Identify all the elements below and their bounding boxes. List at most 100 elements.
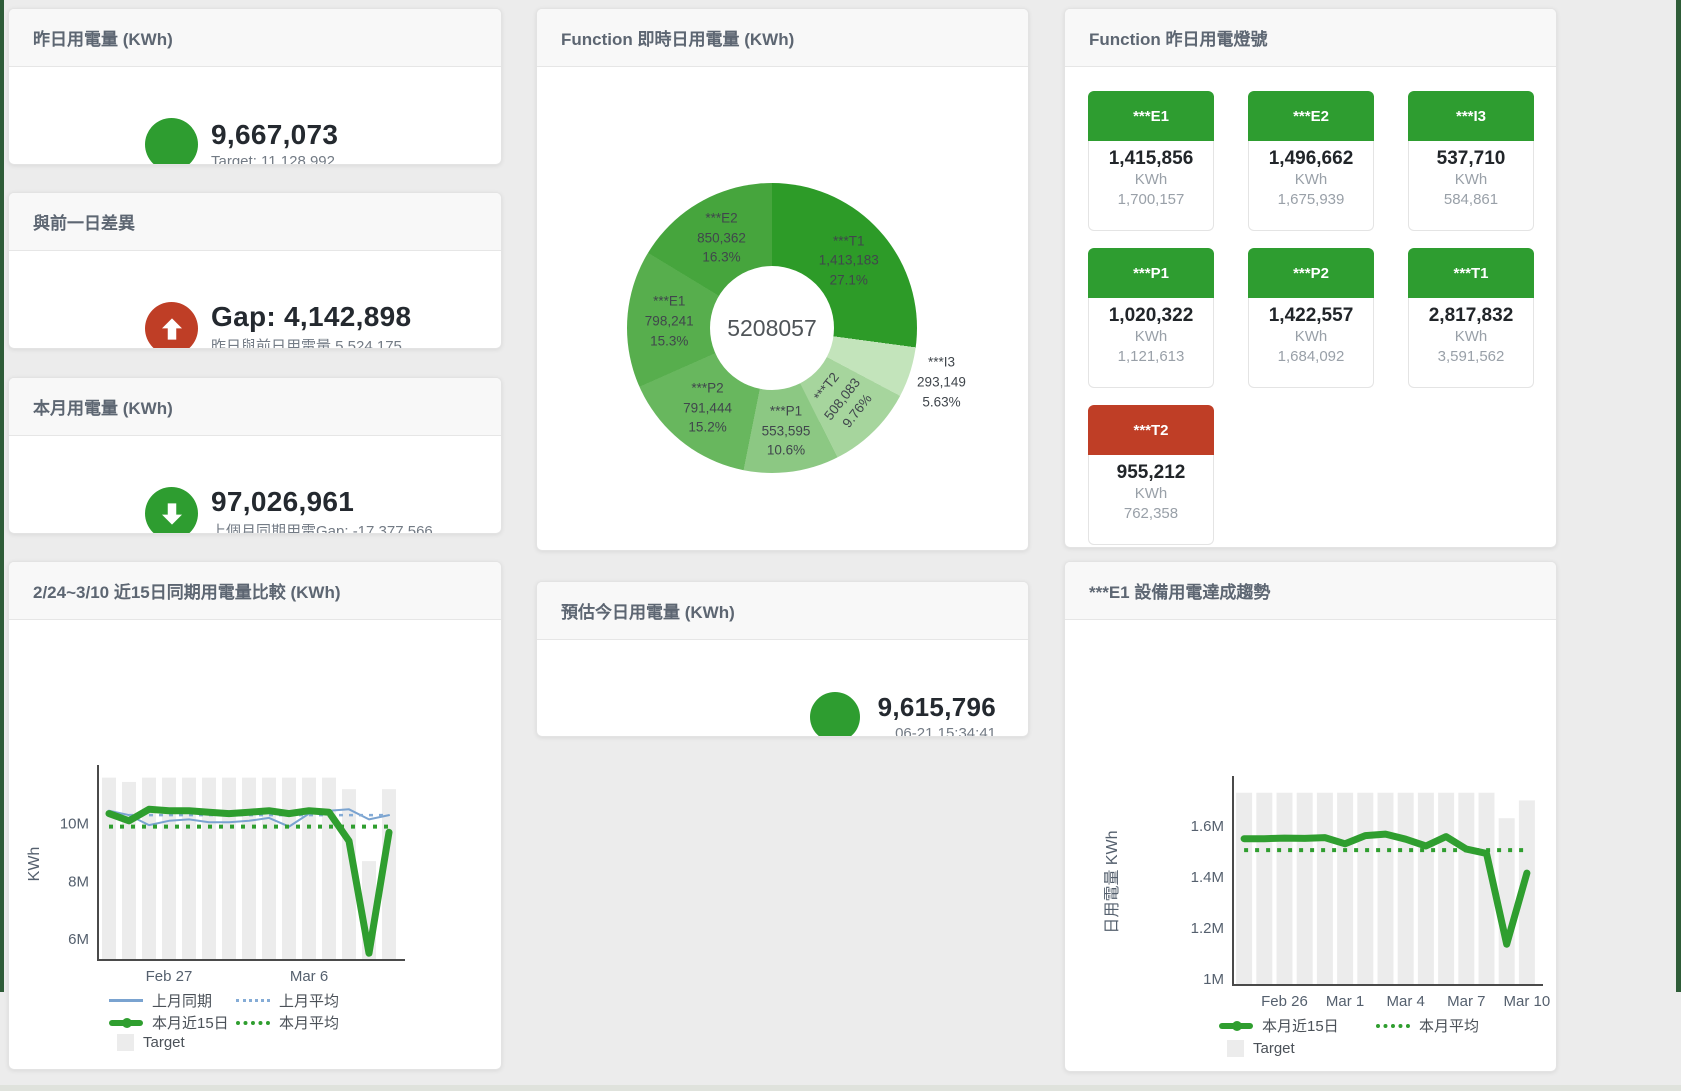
device-tile-header: ***E2: [1248, 91, 1374, 141]
card-day-gap: 與前一日差異 Gap: 4,142,898 昨日與前日用電量 5,524,175: [8, 192, 502, 349]
target-bar: [222, 777, 236, 959]
device-tile-unit: KWh: [1134, 171, 1168, 188]
target-bar: [242, 777, 256, 959]
target-bar: [282, 777, 296, 959]
compare-plot[interactable]: 6M 8M 10M KWh Feb 27 Mar 6: [9, 620, 502, 1070]
legend-item-Target[interactable]: Target: [109, 1034, 185, 1051]
donut-label-line: ***I3: [927, 355, 955, 371]
target-bar: [1276, 792, 1293, 984]
card-title: Function 昨日用電燈號: [1089, 30, 1268, 49]
status-circle-icon: [809, 692, 860, 736]
target-bar: [182, 777, 196, 959]
card-e1-trend: ***E1 設備用電達成趨勢 1M 1.2M 1.4M 1.6M 日用電量 KWh Feb…: [1064, 561, 1557, 1072]
legend-label: Target: [143, 1034, 185, 1051]
card-title: ***E1 設備用電達成趨勢: [1089, 583, 1271, 602]
legend-item-上月同期[interactable]: 上月同期: [109, 990, 236, 1011]
target-bar: [122, 781, 136, 959]
legend-swatch-line: [109, 999, 143, 1002]
legend-label: 本月近15日: [152, 1015, 229, 1032]
x-tick-label: Mar 4: [1387, 993, 1425, 1010]
page-edge-right: [1676, 0, 1681, 992]
target-bar: [1438, 792, 1455, 984]
chart-body: 5208057 ***T1 1,413,183 27.1% ***I3 293,149 5.…: [537, 67, 1028, 550]
device-tiles-grid: ***E1 1,415,856 KWh 1,700,157 ***E2 1,496,662…: [1065, 67, 1556, 545]
donut-label-line: ***E2: [705, 210, 738, 226]
legend-item-本月近15日[interactable]: 本月近15日: [109, 1012, 236, 1033]
page-edge-bottom: [0, 1085, 1681, 1091]
target-bar: [1498, 818, 1515, 984]
device-tile-body: 1,422,557 KWh 1,684,092: [1248, 298, 1374, 388]
legend-item-Target[interactable]: Target: [1219, 1040, 1295, 1057]
device-tile-secondary: 1,675,939: [1277, 191, 1345, 208]
legend-item-本月平均[interactable]: 本月平均: [236, 1012, 339, 1033]
card-header: Function 昨日用電燈號: [1065, 9, 1556, 67]
chart-legend-row: 本月近15日 本月平均: [1219, 1015, 1479, 1036]
donut-label-line: 850,362: [697, 230, 746, 246]
kpi-body: 9,667,073 Target: 11,128,992: [9, 67, 501, 165]
arrow-down-circle-icon: [145, 487, 198, 533]
target-bar: [1518, 800, 1535, 984]
donut-label-line: 27.1%: [829, 272, 868, 288]
target-bar: [1417, 792, 1434, 984]
device-tile-body: 537,710 KWh 584,861: [1408, 141, 1534, 231]
donut-chart[interactable]: 5208057 ***T1 1,413,183 27.1% ***I3 293,149 5.…: [537, 67, 1028, 550]
x-tick-label: Mar 1: [1326, 993, 1364, 1010]
kpi-value: 9,615,796: [877, 692, 996, 722]
device-tile-value: 1,496,662: [1268, 148, 1354, 169]
page-edge-left: [0, 0, 4, 992]
device-tile: ***P2 1,422,557 KWh 1,684,092: [1248, 248, 1374, 388]
target-bar: [1458, 792, 1475, 984]
chart-body: 1M 1.2M 1.4M 1.6M 日用電量 KWh Feb 26 Mar 1 Mar 4 Ma…: [1065, 620, 1556, 1071]
device-tile-header: ***P2: [1248, 248, 1374, 298]
card-15day-comparison: 2/24~3/10 近15日同期用電量比較 (KWh) 6M 8M 10M KWh Fe…: [8, 561, 502, 1070]
target-bar: [142, 777, 156, 959]
target-bar: [322, 777, 336, 959]
device-tile-header: ***I3: [1408, 91, 1534, 141]
kpi-value: 9,667,073: [211, 119, 339, 150]
chart-legend-row: 上月同期 上月平均: [109, 990, 339, 1011]
arrow-up-circle-icon: [145, 302, 198, 348]
card-title: 本月用電量 (KWh): [33, 399, 173, 418]
card-header: 預估今日用電量 (KWh): [537, 582, 1028, 640]
device-tile-header: ***T2: [1088, 405, 1214, 455]
card-title: Function 即時日用電量 (KWh): [561, 30, 795, 49]
y-tick-label: 6M: [68, 931, 89, 948]
chart-legend-row: Target: [1219, 1040, 1295, 1057]
kpi-value: 97,026,961: [211, 486, 355, 517]
chart-legend-row: Target: [109, 1034, 185, 1051]
device-tile-secondary: 1,121,613: [1117, 348, 1185, 365]
compare-chart[interactable]: 6M 8M 10M KWh Feb 27 Mar 6 上月同期 上月平均 本月近15日 本月平均 T…: [9, 620, 501, 1069]
kpi-subtext: 昨日與前日用電量 5,524,175: [211, 338, 402, 349]
legend-swatch-dotted-line: [236, 999, 270, 1002]
e1trend-plot[interactable]: 1M 1.2M 1.4M 1.6M 日用電量 KWh Feb 26 Mar 1 Mar 4 Ma…: [1065, 620, 1557, 1072]
donut-label-E2: ***E2 850,362 16.3%: [697, 209, 746, 268]
device-tile-header: ***P1: [1088, 248, 1214, 298]
legend-item-上月平均[interactable]: 上月平均: [236, 990, 339, 1011]
legend-swatch-dot: [1232, 1020, 1242, 1031]
x-tick-label: Mar 6: [290, 968, 328, 985]
series-line-上月同期: [108, 808, 390, 828]
legend-item-本月近15日[interactable]: 本月近15日: [1219, 1015, 1376, 1036]
device-tile: ***T1 2,817,832 KWh 3,591,562: [1408, 248, 1534, 388]
card-header: Function 即時日用電量 (KWh): [537, 9, 1028, 67]
y-tick-label: 1.6M: [1191, 818, 1224, 835]
kpi-subtext: 上個月同期用電Gap: -17,377,566: [211, 523, 433, 534]
card-header: 與前一日差異: [9, 193, 501, 251]
card-title: 預估今日用電量 (KWh): [561, 603, 735, 622]
series-line-本月近15日: [105, 805, 393, 957]
kpi-body: Gap: 4,142,898 昨日與前日用電量 5,524,175: [9, 251, 501, 349]
legend-swatch-bar: [1227, 1040, 1244, 1057]
device-tile-secondary: 3,591,562: [1437, 348, 1505, 365]
device-tile-unit: KWh: [1134, 485, 1168, 502]
device-tile: ***E1 1,415,856 KWh 1,700,157: [1088, 91, 1214, 231]
donut-label-line: 293,149: [917, 374, 966, 390]
chart-body: 6M 8M 10M KWh Feb 27 Mar 6 上月同期 上月平均 本月近15日 本月平均 T…: [9, 620, 501, 1069]
card-title: 昨日用電量 (KWh): [33, 30, 173, 49]
legend-label: Target: [1253, 1040, 1295, 1057]
kpi-subtext: Target: 11,128,992: [211, 153, 335, 165]
e1-trend-chart[interactable]: 1M 1.2M 1.4M 1.6M 日用電量 KWh Feb 26 Mar 1 Mar 4 Ma…: [1065, 620, 1556, 1071]
donut-label-line: 798,241: [644, 313, 694, 329]
y-tick-label: 8M: [68, 873, 89, 890]
legend-label: 上月平均: [279, 993, 340, 1010]
legend-item-本月平均[interactable]: 本月平均: [1376, 1015, 1479, 1036]
